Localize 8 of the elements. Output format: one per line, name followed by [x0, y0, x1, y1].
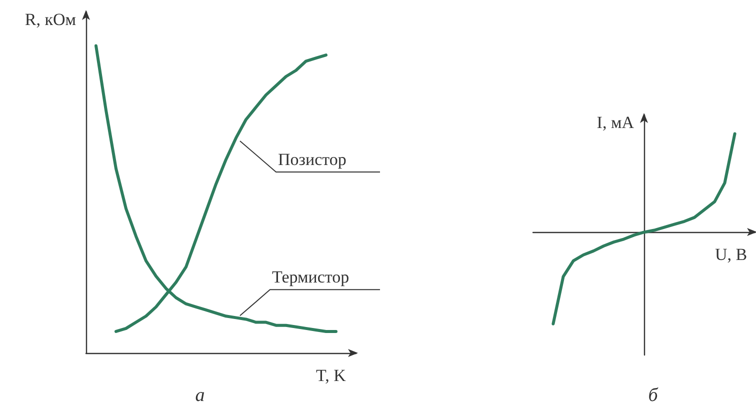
y-axis-title: R, кОм: [24, 10, 76, 29]
text: б: [648, 385, 660, 406]
text: Позистор: [278, 150, 346, 169]
text: Термистор: [272, 268, 350, 287]
x-axis-title: U, В: [715, 245, 748, 264]
y-axis-title: I, мА: [596, 113, 635, 132]
x-axis-title: T, K: [316, 366, 347, 385]
text: а: [195, 385, 205, 406]
